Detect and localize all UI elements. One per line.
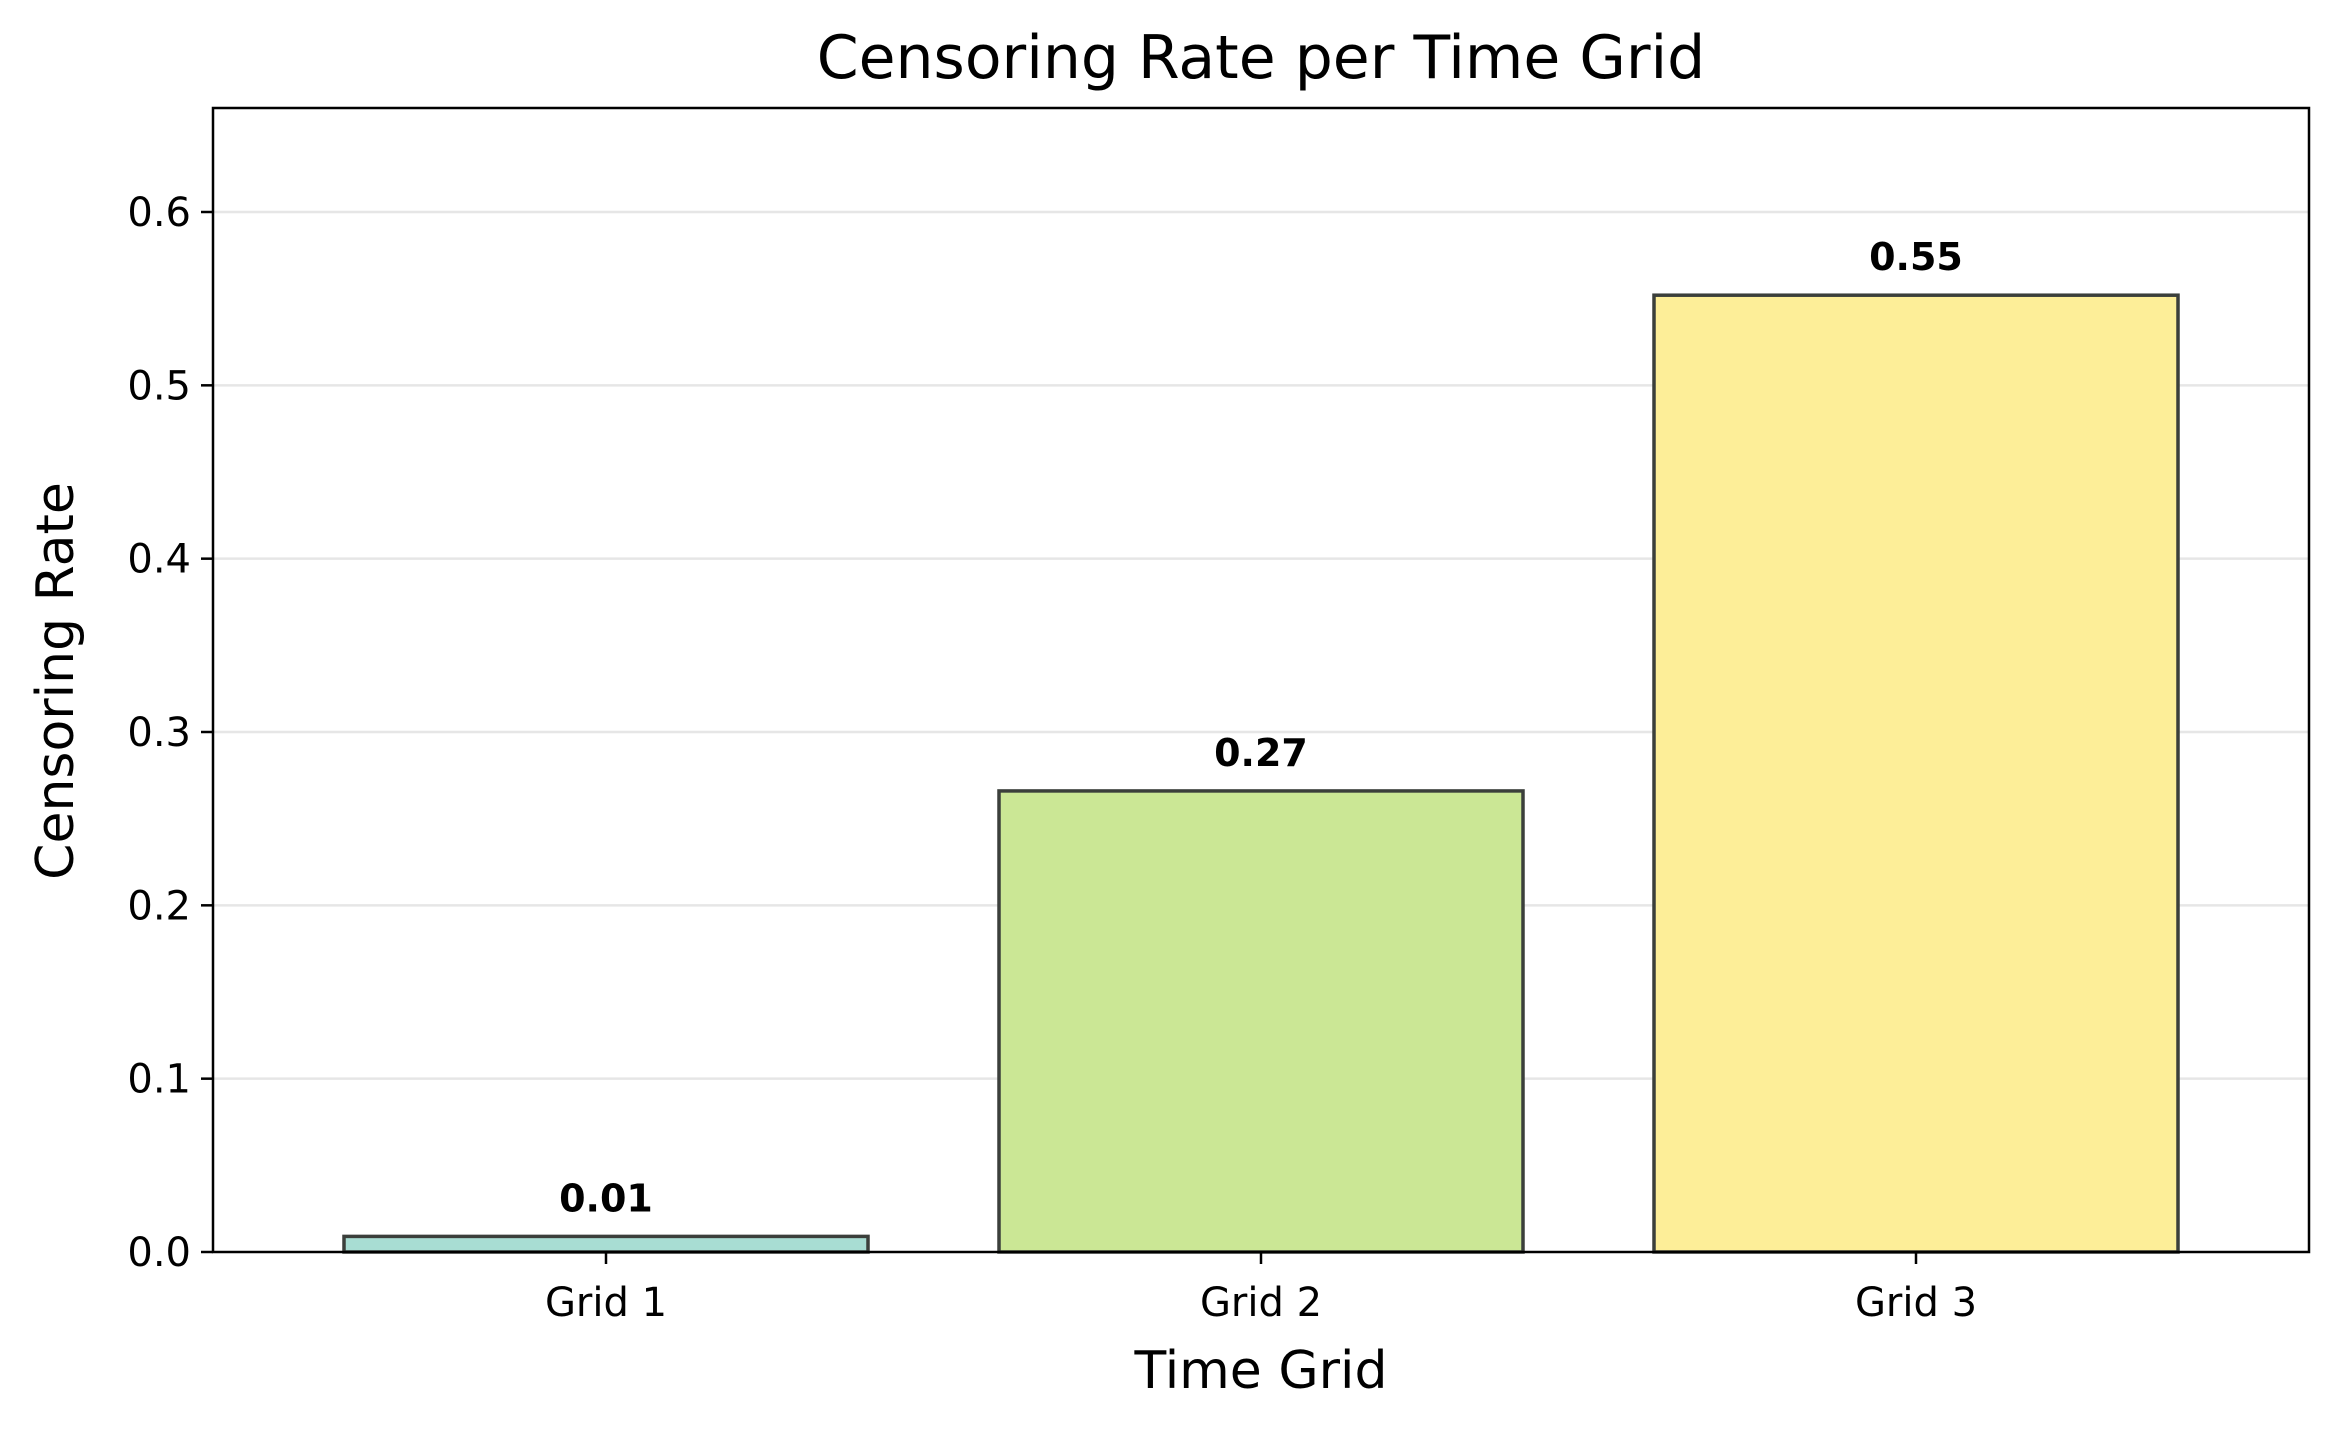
y-tick-label: 0.5 [127, 363, 191, 409]
bar-1 [342, 1234, 870, 1254]
data-label: 0.01 [559, 1176, 653, 1220]
x-axis-label: Time Grid [1134, 1341, 1388, 1401]
data-label: 0.27 [1214, 731, 1308, 775]
bar-2 [997, 789, 1525, 1254]
x-tick-label: Grid 2 [1200, 1280, 1322, 1326]
y-tick-label: 0.2 [127, 883, 191, 929]
y-tick-label: 0.1 [127, 1057, 191, 1103]
data-label: 0.55 [1869, 235, 1963, 279]
bar-3 [1652, 293, 2180, 1254]
x-tick-label: Grid 3 [1855, 1280, 1977, 1326]
y-tick-label: 0.4 [127, 537, 191, 583]
y-axis-ticks: 0.0 0.1 0.2 0.3 0.4 0.5 0.6 [127, 190, 213, 1276]
y-tick-label: 0.6 [127, 190, 191, 236]
y-axis-label: Censoring Rate [26, 482, 86, 880]
x-tick-label: Grid 1 [545, 1280, 667, 1326]
y-tick-label: 0.0 [127, 1230, 191, 1276]
data-labels: 0.01 0.27 0.55 [559, 235, 1963, 1220]
x-axis-ticks: Grid 1 Grid 2 Grid 3 [545, 1252, 1977, 1326]
chart-title: Censoring Rate per Time Grid [817, 23, 1706, 93]
bars [342, 293, 2180, 1254]
y-tick-label: 0.3 [127, 710, 191, 756]
